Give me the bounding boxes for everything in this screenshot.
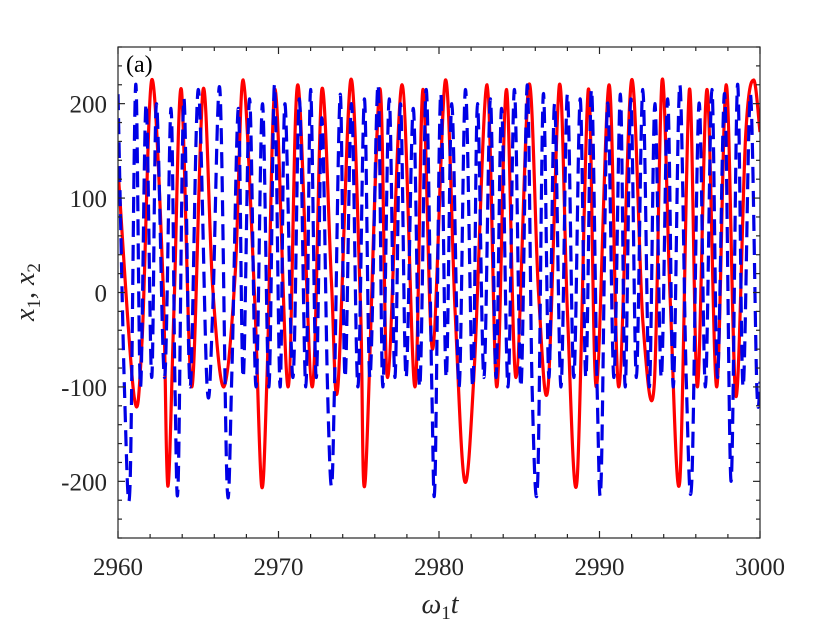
tick-layer [117,46,761,539]
series-line-x1 [118,77,760,490]
series-layer [118,77,760,503]
tick-label-layer: 2960 2970 2980 2990 3000 -200 -100 0 100 200 [61,92,785,581]
series-line-x2 [118,83,760,503]
y-axis-label: x1, x2 [10,263,45,322]
x-tick-label: 3000 [735,554,785,581]
y-tick-label: 0 [95,281,108,308]
y-tick-label: -100 [61,375,107,402]
x-tick-label: 2970 [254,554,304,581]
x-tick-label: 2990 [575,554,625,581]
y-tick-label: 200 [70,92,108,119]
y-tick-label: -200 [61,469,107,496]
panel-label: (a) [126,52,153,78]
y-tick-label: 100 [70,186,108,213]
x-axis-label: ω1t [421,589,459,624]
x-tick-label: 2960 [93,554,143,581]
x-tick-label: 2980 [414,554,464,581]
